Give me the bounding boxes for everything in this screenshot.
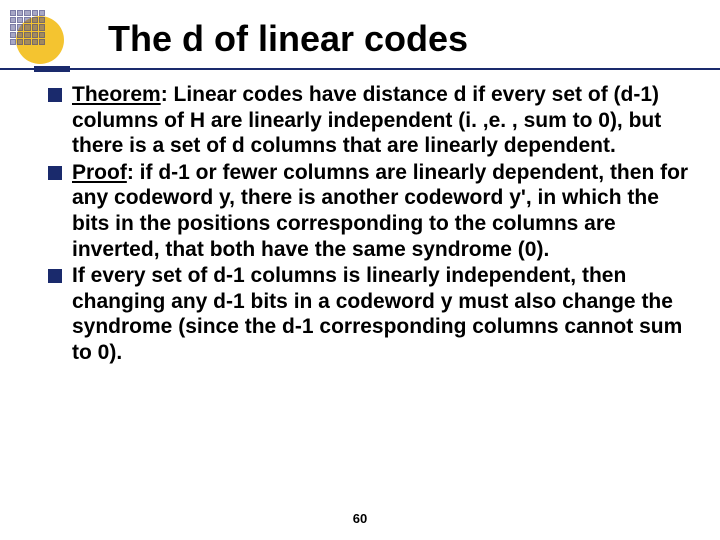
title-accent-bar (34, 66, 70, 72)
bullet-body: If every set of d-1 columns is linearly … (72, 264, 682, 364)
logo-grid-shape (10, 10, 45, 45)
bullet-item: Theorem: Linear codes have distance d if… (48, 82, 690, 159)
bullet-item: If every set of d-1 columns is linearly … (48, 263, 690, 365)
bullet-marker-icon (48, 88, 62, 102)
bullet-marker-icon (48, 269, 62, 283)
bullet-item: Proof: if d-1 or fewer columns are linea… (48, 160, 690, 262)
bullet-label: Theorem (72, 83, 161, 106)
logo (10, 10, 70, 70)
page-number: 60 (0, 511, 720, 526)
bullet-label: Proof (72, 161, 127, 184)
slide-title: The d of linear codes (108, 18, 700, 59)
slide: The d of linear codes Theorem: Linear co… (0, 0, 720, 540)
title-underline (0, 68, 720, 70)
title-area: The d of linear codes (108, 18, 700, 59)
bullet-body: : if d-1 or fewer columns are linearly d… (72, 161, 688, 261)
bullet-text: Theorem: Linear codes have distance d if… (72, 82, 690, 159)
content-area: Theorem: Linear codes have distance d if… (48, 82, 690, 367)
bullet-text: If every set of d-1 columns is linearly … (72, 263, 690, 365)
bullet-body: : Linear codes have distance d if every … (72, 83, 661, 157)
bullet-text: Proof: if d-1 or fewer columns are linea… (72, 160, 690, 262)
bullet-marker-icon (48, 166, 62, 180)
